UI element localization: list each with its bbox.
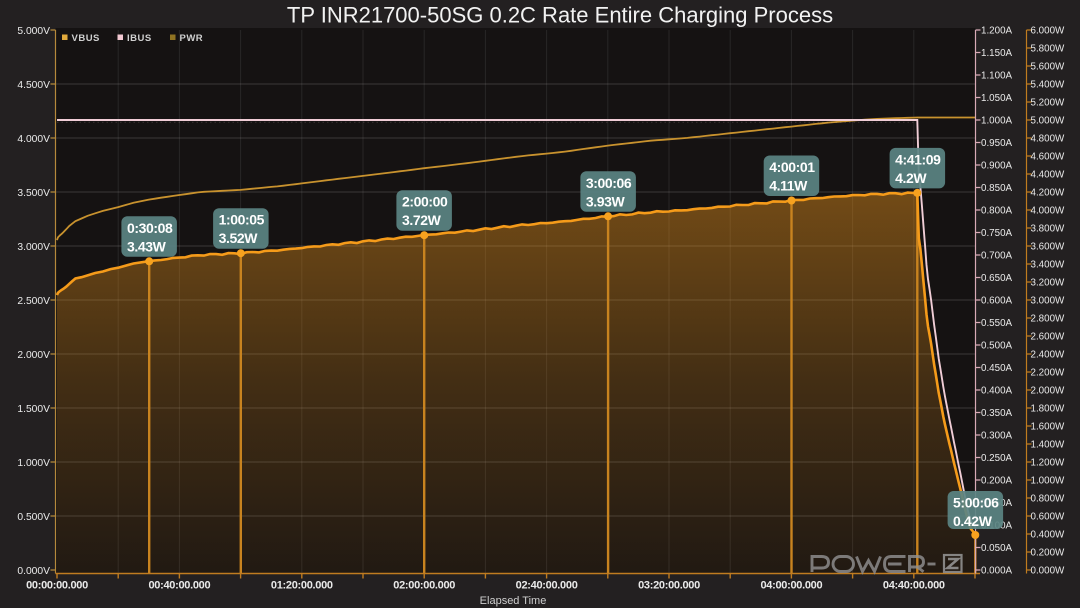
svg-text:1.050A: 1.050A (981, 93, 1013, 104)
svg-text:2:00:00: 2:00:00 (402, 194, 448, 210)
svg-text:04:40:00.000: 04:40:00.000 (883, 580, 945, 592)
svg-text:3.000V: 3.000V (17, 242, 50, 253)
svg-text:0.200W: 0.200W (1031, 548, 1066, 559)
svg-text:1.200W: 1.200W (1031, 458, 1066, 469)
svg-text:3.400W: 3.400W (1031, 260, 1066, 271)
svg-text:0.700A: 0.700A (981, 251, 1013, 262)
svg-text:0.950A: 0.950A (981, 138, 1013, 149)
svg-text:3.500V: 3.500V (17, 188, 50, 199)
svg-text:5.600W: 5.600W (1031, 62, 1066, 73)
svg-text:0.800A: 0.800A (981, 206, 1013, 217)
svg-text:1.200A: 1.200A (981, 26, 1013, 37)
svg-text:4:41:09: 4:41:09 (895, 151, 941, 167)
svg-text:0.500A: 0.500A (981, 341, 1013, 352)
svg-text:1:00:05: 1:00:05 (219, 212, 265, 228)
svg-text:5:00:06: 5:00:06 (953, 495, 999, 511)
svg-text:2.000W: 2.000W (1031, 386, 1066, 397)
svg-text:2.500V: 2.500V (17, 296, 50, 307)
svg-text:1.150A: 1.150A (981, 48, 1013, 59)
svg-text:0.400A: 0.400A (981, 386, 1013, 397)
svg-text:TP INR21700-50SG 0.2C Rate Ent: TP INR21700-50SG 0.2C Rate Entire Chargi… (287, 3, 833, 28)
svg-text:0.200A: 0.200A (981, 476, 1013, 487)
svg-text:4.000V: 4.000V (17, 134, 50, 145)
svg-text:0.250A: 0.250A (981, 453, 1013, 464)
svg-text:5.000V: 5.000V (17, 26, 50, 37)
svg-text:0.900A: 0.900A (981, 161, 1013, 172)
svg-text:4.400W: 4.400W (1031, 170, 1066, 181)
svg-text:4.800W: 4.800W (1031, 134, 1066, 145)
svg-text:0.500V: 0.500V (17, 512, 50, 523)
svg-text:VBUS: VBUS (72, 33, 100, 44)
svg-text:1.600W: 1.600W (1031, 422, 1066, 433)
svg-text:1.100A: 1.100A (981, 71, 1013, 82)
svg-text:0.42W: 0.42W (953, 513, 993, 529)
svg-text:5.400W: 5.400W (1031, 80, 1066, 91)
svg-text:IBUS: IBUS (127, 33, 152, 44)
svg-text:0.300A: 0.300A (981, 431, 1013, 442)
svg-text:3.43W: 3.43W (127, 238, 167, 254)
svg-text:0.800W: 0.800W (1031, 494, 1066, 505)
svg-text:0.000W: 0.000W (1031, 566, 1066, 577)
svg-text:4:00:01: 4:00:01 (769, 159, 815, 175)
svg-text:Elapsed Time: Elapsed Time (480, 595, 547, 607)
svg-text:0.450A: 0.450A (981, 363, 1013, 374)
svg-text:02:40:00.000: 02:40:00.000 (516, 580, 578, 592)
svg-text:1.500V: 1.500V (17, 404, 50, 415)
svg-text:PWR: PWR (180, 33, 204, 44)
svg-text:00:00:00.000: 00:00:00.000 (26, 580, 88, 592)
svg-text:3.000W: 3.000W (1031, 296, 1066, 307)
svg-text:6.000W: 6.000W (1031, 26, 1066, 37)
svg-text:0.600A: 0.600A (981, 296, 1013, 307)
svg-text:4.2W: 4.2W (895, 170, 927, 186)
svg-text:4.500V: 4.500V (17, 80, 50, 91)
svg-text:0.850A: 0.850A (981, 183, 1013, 194)
svg-text:2.400W: 2.400W (1031, 350, 1066, 361)
svg-text:2.600W: 2.600W (1031, 332, 1066, 343)
svg-text:04:00:00.000: 04:00:00.000 (760, 580, 822, 592)
svg-text:02:00:00.000: 02:00:00.000 (393, 580, 455, 592)
svg-text:0.400W: 0.400W (1031, 530, 1066, 541)
svg-text:03:20:00.000: 03:20:00.000 (638, 580, 700, 592)
svg-text:5.800W: 5.800W (1031, 44, 1066, 55)
svg-text:1.800W: 1.800W (1031, 404, 1066, 415)
svg-text:2.800W: 2.800W (1031, 314, 1066, 325)
svg-text:3:00:06: 3:00:06 (586, 175, 632, 191)
svg-text:3.72W: 3.72W (402, 212, 442, 228)
svg-text:01:20:00.000: 01:20:00.000 (271, 580, 333, 592)
svg-text:3.200W: 3.200W (1031, 278, 1066, 289)
svg-text:2.200W: 2.200W (1031, 368, 1066, 379)
svg-text:0.550A: 0.550A (981, 318, 1013, 329)
svg-text:3.600W: 3.600W (1031, 242, 1066, 253)
svg-text:0.750A: 0.750A (981, 228, 1013, 239)
svg-text:0.000A: 0.000A (981, 566, 1013, 577)
svg-text:0.600W: 0.600W (1031, 512, 1066, 523)
svg-text:1.000A: 1.000A (981, 116, 1013, 127)
svg-text:0.350A: 0.350A (981, 408, 1013, 419)
svg-text:5.000W: 5.000W (1031, 116, 1066, 127)
svg-text:4.000W: 4.000W (1031, 206, 1066, 217)
svg-text:3.93W: 3.93W (586, 193, 626, 209)
svg-text:00:40:00.000: 00:40:00.000 (148, 580, 210, 592)
svg-text:1.400W: 1.400W (1031, 440, 1066, 451)
svg-text:4.200W: 4.200W (1031, 188, 1066, 199)
svg-text:2.000V: 2.000V (17, 350, 50, 361)
svg-text:0:30:08: 0:30:08 (127, 220, 173, 236)
svg-text:3.800W: 3.800W (1031, 224, 1066, 235)
svg-text:0.050A: 0.050A (981, 543, 1013, 554)
svg-text:5.200W: 5.200W (1031, 98, 1066, 109)
svg-text:1.000W: 1.000W (1031, 476, 1066, 487)
svg-text:0.000V: 0.000V (17, 566, 50, 577)
svg-text:3.52W: 3.52W (219, 230, 259, 246)
svg-text:4.600W: 4.600W (1031, 152, 1066, 163)
svg-text:1.000V: 1.000V (17, 458, 50, 469)
svg-text:0.650A: 0.650A (981, 273, 1013, 284)
svg-text:4.11W: 4.11W (769, 177, 808, 193)
